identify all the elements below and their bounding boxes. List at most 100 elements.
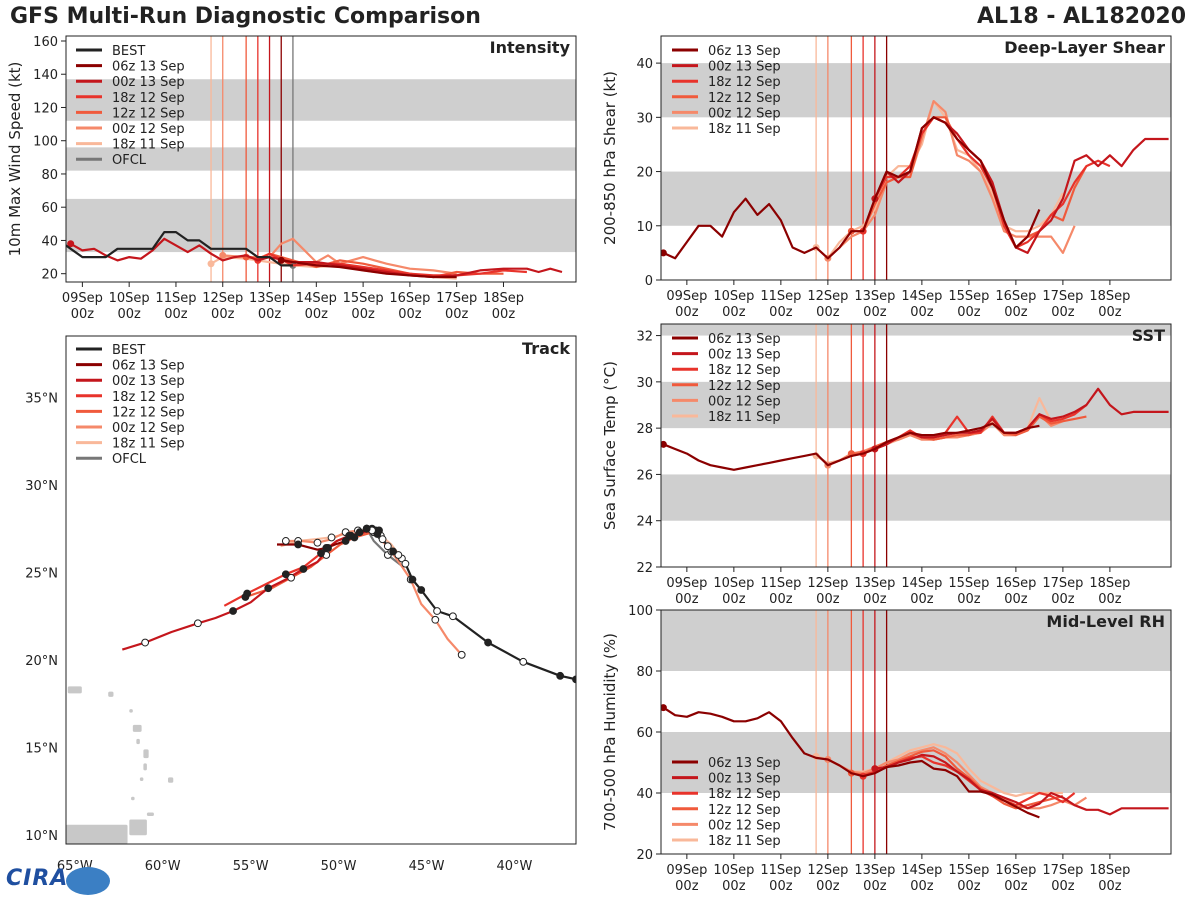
xtick-label-hour: 00z [71, 307, 95, 322]
xtick-label-hour: 00z [305, 307, 329, 322]
legend-label: OFCL [112, 452, 147, 467]
legend-label: 18z 12 Sep [708, 787, 781, 802]
series-start-06z-13-sep [661, 440, 667, 448]
xtick-label-hour: 00z [769, 592, 793, 607]
series-start-00z-13-sep [67, 240, 75, 248]
xtick-label-day: 13Sep [854, 863, 895, 878]
lat-label: 10°N [25, 829, 58, 844]
ytick-label: 20 [636, 848, 653, 863]
track-point [317, 549, 325, 558]
track-point [355, 528, 364, 537]
track-point [431, 615, 440, 624]
xtick-label-day: 10Sep [713, 289, 754, 304]
legend-label: 12z 12 Sep [112, 106, 185, 121]
land-shape [168, 777, 174, 783]
track-point [345, 531, 354, 540]
track-point [556, 671, 565, 680]
page-title: GFS Multi-Run Diagnostic Comparison [10, 4, 481, 29]
xtick-label-hour: 00z [816, 879, 840, 894]
shaded-band [66, 198, 576, 253]
xtick-label-day: 14Sep [901, 863, 942, 878]
ytick-label: 22 [636, 561, 653, 576]
xtick-label-day: 10Sep [109, 291, 150, 306]
track-point [313, 538, 322, 547]
xtick-label-day: 09Sep [666, 289, 707, 304]
track-point [519, 657, 528, 666]
ytick-label: 10 [636, 220, 653, 235]
xtick-label-day: 17Sep [1042, 576, 1083, 591]
track-point [322, 544, 331, 552]
legend-label: 18z 12 Sep [112, 91, 185, 106]
xtick-label-hour: 00z [1051, 879, 1075, 894]
panel-title: Deep-Layer Shear [1004, 38, 1165, 57]
shaded-band [661, 324, 1171, 336]
y-axis-label: 10m Max Wind Speed (kt) [6, 62, 24, 257]
ytick-label: 40 [636, 787, 653, 802]
xtick-label-day: 18Sep [1089, 576, 1130, 591]
cira-logo: CIRA [6, 866, 110, 896]
xtick-label-hour: 00z [1051, 592, 1075, 607]
xtick-label-hour: 00z [1098, 592, 1122, 607]
legend-label: 18z 11 Sep [112, 437, 185, 452]
xtick-label-hour: 00z [1051, 305, 1075, 320]
series-06z-13-sep [662, 706, 1040, 819]
land-shape [108, 691, 114, 697]
ytick-label: 40 [41, 234, 58, 249]
legend-label: 12z 12 Sep [708, 803, 781, 818]
xtick-label-day: 09Sep [666, 576, 707, 591]
axes-frame [65, 335, 577, 845]
xtick-label-hour: 00z [351, 307, 375, 322]
legend-label: BEST [112, 343, 145, 358]
xtick-label-hour: 00z [816, 592, 840, 607]
xtick-label-day: 10Sep [713, 863, 754, 878]
xtick-label-hour: 00z [863, 592, 887, 607]
xtick-label-hour: 00z [910, 592, 934, 607]
xtick-label-day: 15Sep [948, 863, 989, 878]
xtick-label-hour: 00z [957, 305, 981, 320]
panel-title: Mid-Level RH [1046, 612, 1165, 631]
land-shape [132, 724, 142, 732]
legend-label: 00z 13 Sep [112, 75, 185, 90]
xtick-label-hour: 00z [769, 879, 793, 894]
legend-label: 18z 12 Sep [112, 390, 185, 405]
series-00z-12-sep [827, 746, 1087, 810]
xtick-label-hour: 00z [1098, 305, 1122, 320]
legend-label: 18z 11 Sep [112, 138, 185, 153]
track-point [281, 537, 290, 545]
track-point [264, 584, 273, 593]
xtick-label-day: 16Sep [995, 863, 1036, 878]
shaded-band [66, 79, 576, 121]
y-axis-label: 700-500 hPa Humidity (%) [601, 633, 619, 831]
series-start-06z-13-sep [661, 249, 667, 257]
axes-frame [660, 35, 1172, 281]
legend-label: 00z 13 Sep [708, 772, 781, 787]
lon-label: 40°W [496, 859, 532, 874]
track-point [243, 589, 252, 598]
track-point [394, 551, 403, 559]
series-00z-13-sep [70, 237, 563, 279]
ytick-label: 160 [33, 35, 58, 50]
xtick-label-day: 16Sep [995, 576, 1036, 591]
legend-label: 06z 13 Sep [112, 359, 185, 374]
xtick-label-day: 14Sep [901, 289, 942, 304]
ytick-label: 80 [636, 665, 653, 680]
legend-label: 06z 13 Sep [112, 60, 185, 75]
plot-area [66, 36, 576, 282]
lon-label: 60°W [145, 859, 181, 874]
series-06z-13-sep [662, 116, 1041, 260]
series-06z-13-sep [662, 422, 1040, 471]
series-start-06z-13-sep [277, 256, 285, 264]
legend-label: 18z 12 Sep [708, 363, 781, 378]
ytick-label: 100 [33, 135, 58, 150]
xtick-label-day: 12Sep [807, 576, 848, 591]
xtick-label-hour: 00z [957, 879, 981, 894]
xtick-label-hour: 00z [675, 305, 699, 320]
legend-label: BEST [112, 44, 145, 59]
xtick-label-hour: 00z [722, 879, 746, 894]
track-point [448, 612, 457, 621]
xtick-label-day: 11Sep [760, 289, 801, 304]
xtick-label-day: 17Sep [436, 291, 477, 306]
map-area [66, 524, 576, 844]
track-point [287, 573, 296, 582]
series-start-00z-13-sep [871, 765, 879, 773]
